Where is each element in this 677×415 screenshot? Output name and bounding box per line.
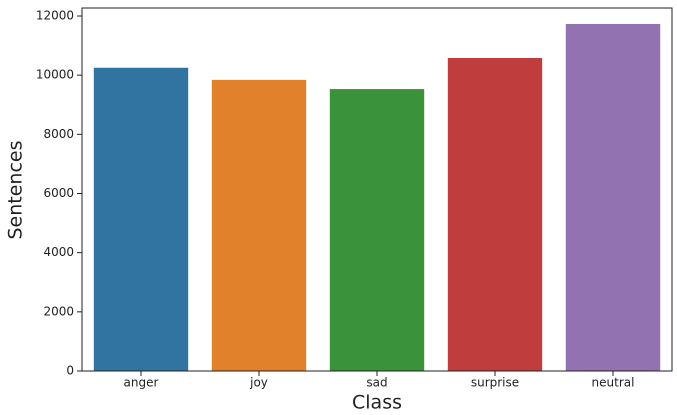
bar [211, 79, 307, 371]
x-tick-label: surprise [471, 376, 519, 390]
y-tick-label: 2000 [43, 304, 74, 318]
y-tick-label: 4000 [43, 245, 74, 259]
plot-frame [81, 7, 673, 372]
x-tick-label: neutral [592, 376, 635, 390]
y-axis-title: Sentences [5, 140, 27, 239]
bar [447, 57, 543, 371]
y-tick-label: 6000 [43, 186, 74, 200]
x-tick-label: joy [249, 376, 268, 390]
y-tick-label: 0 [66, 364, 74, 378]
x-axis-title: Class [352, 392, 402, 414]
bar [93, 67, 189, 372]
bar [565, 23, 661, 371]
y-tick-label: 8000 [43, 127, 74, 141]
y-tick-label: 10000 [36, 68, 74, 82]
bar [329, 89, 425, 371]
x-tick-label: sad [366, 376, 387, 390]
y-tick-label: 12000 [36, 8, 74, 22]
x-tick-label: anger [124, 376, 159, 390]
